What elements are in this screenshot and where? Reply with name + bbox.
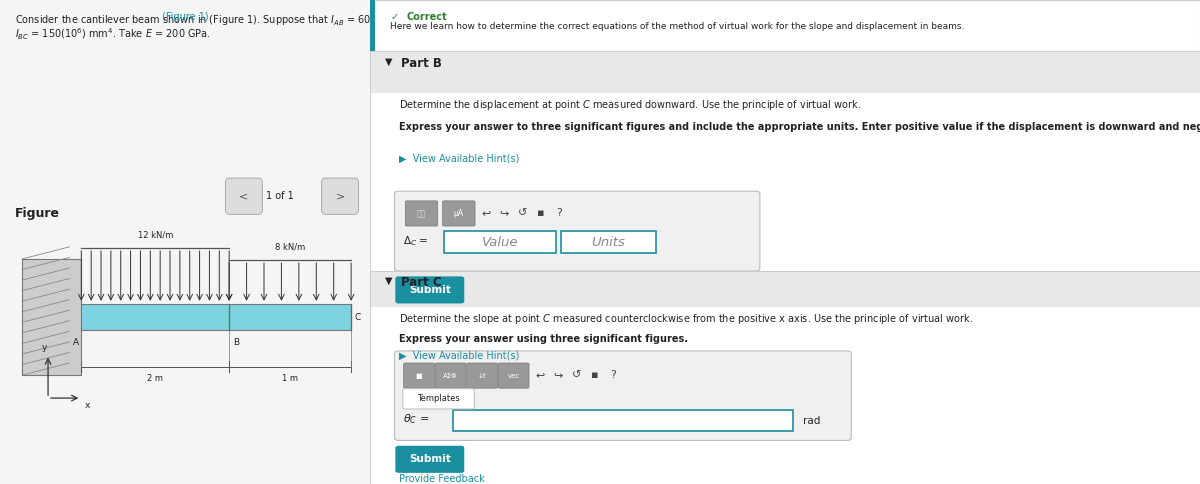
Text: Submit: Submit <box>409 454 451 464</box>
Bar <box>370 0 374 51</box>
Text: ▪: ▪ <box>590 370 599 380</box>
Text: Correct: Correct <box>407 12 448 22</box>
Text: Express your answer to three significant figures and include the appropriate uni: Express your answer to three significant… <box>398 122 1200 133</box>
Text: 12 kN/m: 12 kN/m <box>138 230 173 240</box>
Text: ⬛⬛: ⬛⬛ <box>416 209 426 218</box>
Text: $I_{BC}$: $I_{BC}$ <box>283 308 296 321</box>
Text: x: x <box>85 401 90 409</box>
FancyBboxPatch shape <box>436 363 466 388</box>
Text: ↺: ↺ <box>517 208 527 218</box>
Bar <box>370 51 1200 93</box>
Text: 1 of 1: 1 of 1 <box>266 191 294 201</box>
Text: (Figure 1): (Figure 1) <box>162 12 208 22</box>
Text: A: A <box>73 338 79 347</box>
Text: ?: ? <box>610 370 616 380</box>
Bar <box>444 231 557 253</box>
FancyBboxPatch shape <box>467 363 498 388</box>
Text: ▼: ▼ <box>384 57 392 67</box>
FancyBboxPatch shape <box>226 178 263 214</box>
Text: C: C <box>355 313 361 321</box>
FancyBboxPatch shape <box>403 389 474 409</box>
Text: Determine the slope at point $C$ measured counterclockwise from the positive x a: Determine the slope at point $C$ measure… <box>398 312 973 326</box>
Text: ↩: ↩ <box>481 208 491 218</box>
Text: ↪: ↪ <box>499 208 509 218</box>
Text: Determine the displacement at point $C$ measured downward. Use the principle of : Determine the displacement at point $C$ … <box>398 98 860 112</box>
Text: ▪: ▪ <box>536 208 545 218</box>
FancyBboxPatch shape <box>395 276 464 303</box>
FancyBboxPatch shape <box>395 351 851 440</box>
Text: Templates: Templates <box>418 394 460 403</box>
Bar <box>82 304 352 330</box>
Text: ▶  View Available Hint(s): ▶ View Available Hint(s) <box>398 351 520 361</box>
Text: Part C: Part C <box>401 276 442 289</box>
Text: $I_{AB}$: $I_{AB}$ <box>149 308 162 321</box>
FancyBboxPatch shape <box>395 191 760 271</box>
Text: Figure: Figure <box>14 207 60 220</box>
Text: Here we learn how to determine the correct equations of the method of virtual wo: Here we learn how to determine the corre… <box>390 22 965 31</box>
Text: ▶  View Available Hint(s): ▶ View Available Hint(s) <box>398 154 520 164</box>
Text: rad: rad <box>803 416 821 425</box>
Text: 2 m: 2 m <box>148 374 163 383</box>
Text: $\theta_C$ =: $\theta_C$ = <box>403 412 430 425</box>
Text: ΑΣΦ: ΑΣΦ <box>443 373 458 378</box>
Text: B: B <box>233 338 239 347</box>
Text: Submit: Submit <box>409 285 451 295</box>
Bar <box>370 307 1200 484</box>
Text: ↩: ↩ <box>535 370 545 380</box>
Text: 8 kN/m: 8 kN/m <box>275 242 305 252</box>
Text: ■: ■ <box>415 373 422 378</box>
Bar <box>370 271 1200 484</box>
Text: Value: Value <box>482 236 518 248</box>
Text: ▼: ▼ <box>384 276 392 286</box>
FancyBboxPatch shape <box>443 201 475 226</box>
Text: $\Delta_C$ =: $\Delta_C$ = <box>403 234 428 248</box>
FancyBboxPatch shape <box>498 363 529 388</box>
Text: 1 m: 1 m <box>282 374 298 383</box>
Text: Provide Feedback: Provide Feedback <box>398 474 485 484</box>
Text: ↺: ↺ <box>571 370 581 380</box>
Text: Part B: Part B <box>401 57 442 70</box>
FancyBboxPatch shape <box>322 178 359 214</box>
Text: Consider the cantilever beam shown in (Figure 1). Suppose that $I_{AB}$ = 600(10: Consider the cantilever beam shown in (F… <box>14 12 432 28</box>
FancyBboxPatch shape <box>403 363 434 388</box>
Bar <box>370 271 1200 307</box>
Text: $I_{BC}$ = 150(10$^6$) mm$^4$. Take $E$ = 200 GPa.: $I_{BC}$ = 150(10$^6$) mm$^4$. Take $E$ … <box>14 27 210 42</box>
Text: ?: ? <box>556 208 562 218</box>
Text: Units: Units <box>592 236 625 248</box>
Text: Express your answer using three significant figures.: Express your answer using three signific… <box>398 334 688 344</box>
Bar <box>370 0 1200 51</box>
Text: y: y <box>42 343 47 352</box>
Text: >: > <box>336 191 344 201</box>
Text: ↪: ↪ <box>553 370 563 380</box>
Text: ↓t: ↓t <box>478 373 486 378</box>
Text: ✓: ✓ <box>390 12 398 22</box>
Text: <: < <box>239 191 248 201</box>
Text: vec: vec <box>508 373 520 378</box>
Bar <box>370 93 1200 271</box>
FancyBboxPatch shape <box>406 201 438 226</box>
Bar <box>452 410 793 431</box>
Bar <box>22 259 82 375</box>
Bar <box>560 231 656 253</box>
Text: μA: μA <box>454 209 464 218</box>
Bar <box>370 51 1200 271</box>
FancyBboxPatch shape <box>395 446 464 473</box>
